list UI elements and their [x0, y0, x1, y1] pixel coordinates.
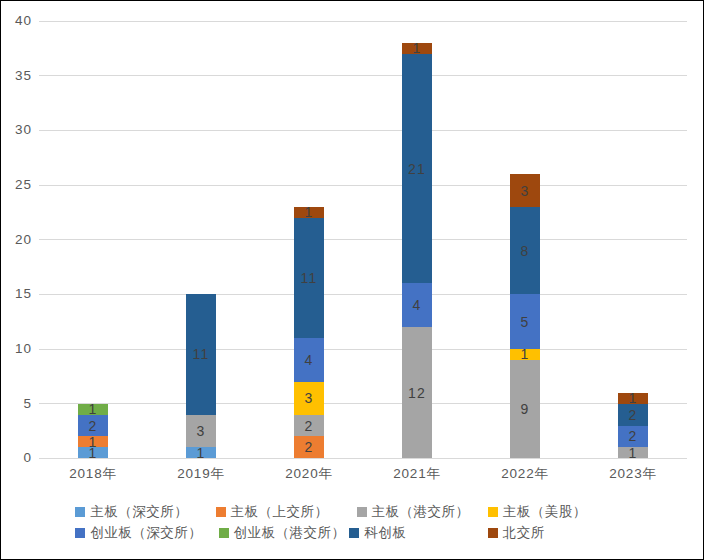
y-axis-tick-label: 35 [1, 69, 32, 83]
y-axis-tick-label: 25 [1, 178, 32, 192]
bar-segment-label: 1 [184, 446, 218, 460]
gridline [39, 294, 687, 295]
y-axis-tick-label: 0 [1, 451, 32, 465]
legend-label: 创业板（深交所） [90, 526, 202, 540]
legend-item: 主板（港交所） [357, 506, 470, 518]
gridline [39, 75, 687, 76]
bar-segment-label: 1 [508, 347, 542, 361]
legend-swatch [216, 507, 226, 517]
y-axis-tick-label: 15 [1, 287, 32, 301]
bar-segment-label: 2 [616, 429, 650, 443]
bar-segment-label: 4 [400, 298, 434, 312]
bar-segment-label: 3 [292, 391, 326, 405]
bar-segment-label: 11 [184, 347, 218, 361]
legend-label: 主板（美股） [503, 505, 587, 519]
y-axis-tick-label: 30 [1, 123, 32, 137]
legend-item: 主板（美股） [488, 506, 587, 518]
legend-item: 创业板（深交所） [75, 527, 202, 539]
bar-segment-label: 8 [508, 244, 542, 258]
legend-label: 创业板（港交所） [234, 526, 346, 540]
legend-swatch [75, 507, 85, 517]
y-axis-tick-label: 20 [1, 233, 32, 247]
gridline [39, 349, 687, 350]
x-axis-category-label: 2019年 [147, 467, 255, 481]
bar-segment-label: 2 [76, 419, 110, 433]
legend-item: 主板（上交所） [216, 506, 329, 518]
legend-item: 科创板 [349, 527, 406, 539]
x-axis-category-label: 2023年 [579, 467, 687, 481]
bar-segment-label: 9 [508, 402, 542, 416]
legend-label: 北交所 [503, 526, 545, 540]
x-axis-category-label: 2020年 [255, 467, 363, 481]
legend-swatch [349, 528, 359, 538]
legend-swatch [219, 528, 229, 538]
x-axis-category-label: 2022年 [471, 467, 579, 481]
legend-label: 主板（上交所） [231, 505, 329, 519]
gridline [39, 130, 687, 131]
bar-segment-label: 2 [292, 440, 326, 454]
x-axis-category-label: 2018年 [39, 467, 147, 481]
bar-segment-label: 1 [76, 435, 110, 449]
gridline [39, 239, 687, 240]
gridline [39, 458, 687, 459]
bar-segment-label: 21 [400, 162, 434, 176]
legend-swatch [75, 528, 85, 538]
bar-segment-label: 1 [616, 446, 650, 460]
stacked-bar-chart: 051015202530354011212018年13112019年223411… [0, 0, 704, 560]
legend-swatch [488, 528, 498, 538]
gridline [39, 185, 687, 186]
bar-segment-label: 12 [400, 386, 434, 400]
x-axis-category-label: 2021年 [363, 467, 471, 481]
bar-segment-label: 1 [292, 205, 326, 219]
bar-segment-label: 5 [508, 315, 542, 329]
bar-segment-label: 4 [292, 353, 326, 367]
y-axis-tick-label: 5 [1, 397, 32, 411]
legend-label: 科创板 [364, 526, 406, 540]
bar-segment-label: 2 [616, 408, 650, 422]
legend-swatch [488, 507, 498, 517]
bar-segment-label: 1 [616, 391, 650, 405]
legend-label: 主板（深交所） [90, 505, 188, 519]
legend-item: 主板（深交所） [75, 506, 188, 518]
bar-segment-label: 2 [292, 419, 326, 433]
gridline [39, 21, 687, 22]
bar-segment-label: 1 [76, 402, 110, 416]
y-axis-tick-label: 40 [1, 14, 32, 28]
legend-item: 北交所 [488, 527, 545, 539]
legend-swatch [357, 507, 367, 517]
bar-segment-label: 1 [400, 41, 434, 55]
y-axis-tick-label: 10 [1, 342, 32, 356]
bar-segment-label: 3 [508, 184, 542, 198]
gridline [39, 403, 687, 404]
legend-item: 创业板（港交所） [219, 527, 346, 539]
bar-segment-label: 11 [292, 271, 326, 285]
legend-label: 主板（港交所） [372, 505, 470, 519]
bar-segment-label: 3 [184, 424, 218, 438]
